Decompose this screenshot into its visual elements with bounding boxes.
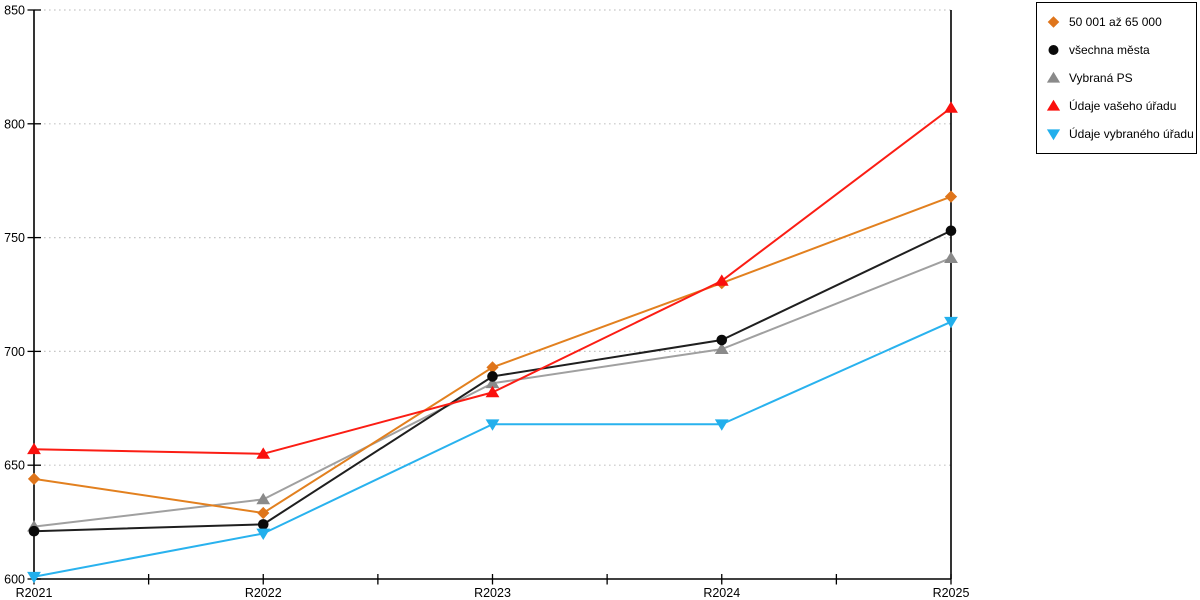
circle-icon — [1048, 45, 1059, 55]
legend-item-vsechna-mesta: všechna města — [1046, 36, 1192, 64]
svg-text:700: 700 — [4, 345, 25, 359]
legend-item-udaje-vaseho-uradu: Údaje vašeho úřadu — [1046, 92, 1192, 120]
svg-text:600: 600 — [4, 573, 25, 587]
svg-text:R2023: R2023 — [474, 586, 511, 600]
svg-text:R2025: R2025 — [933, 586, 970, 600]
legend-label: všechna města — [1069, 43, 1150, 57]
chart-legend: 50 001 až 65 000 všechna města Vybraná P… — [1036, 2, 1197, 154]
legend-label: Vybraná PS — [1069, 71, 1133, 85]
svg-text:R2021: R2021 — [16, 586, 53, 600]
legend-label: 50 001 až 65 000 — [1069, 15, 1162, 29]
legend-item-50001-az-65000: 50 001 až 65 000 — [1046, 8, 1192, 36]
svg-text:650: 650 — [4, 459, 25, 473]
diamond-icon — [1047, 16, 1060, 28]
legend-item-vybrana-ps: Vybraná PS — [1046, 64, 1192, 92]
legend-label: Údaje vybraného úřadu — [1069, 127, 1194, 141]
svg-text:R2022: R2022 — [245, 586, 282, 600]
svg-text:800: 800 — [4, 117, 25, 131]
triangle-up-icon — [1046, 71, 1061, 83]
legend-label: Údaje vašeho úřadu — [1069, 99, 1177, 113]
triangle-up-icon — [1046, 99, 1061, 111]
svg-text:R2024: R2024 — [703, 586, 740, 600]
legend-item-udaje-vybraneho-uradu: Údaje vybraného úřadu — [1046, 120, 1194, 148]
svg-text:850: 850 — [4, 4, 25, 18]
triangle-down-icon — [1046, 129, 1061, 141]
svg-text:750: 750 — [4, 231, 25, 245]
